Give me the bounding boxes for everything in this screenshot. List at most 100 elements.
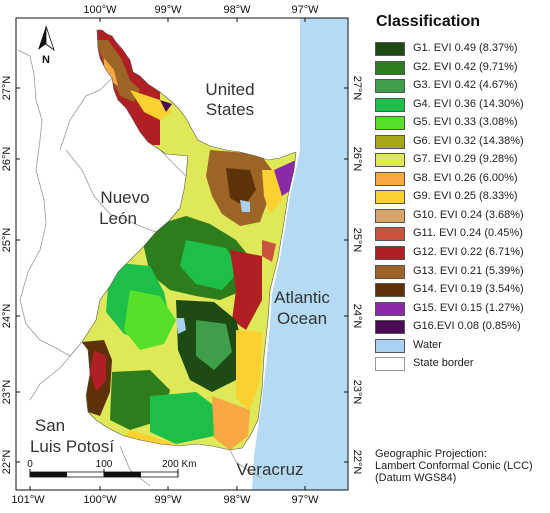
legend-item: G16.EVI 0.08 (0.85%)	[375, 317, 550, 336]
projection-line: Lambert Conformal Conic (LCC)	[375, 460, 533, 472]
label-united-states: States	[206, 100, 254, 119]
map-svg: 100°W 99°W 98°W 97°W 101°W 100°W 99°W 98…	[1, 4, 363, 506]
projection-line: Geographic Projection:	[375, 448, 487, 460]
state-borders	[17, 49, 263, 487]
lat-label-left: 26°N	[1, 147, 13, 172]
legend-swatch	[375, 190, 405, 205]
legend-swatch	[375, 208, 405, 223]
label-san-luis-potosi: Luis Potosí	[30, 437, 114, 456]
lat-label-left: 23°N	[1, 380, 13, 405]
label-united-states: United	[205, 80, 254, 99]
legend-label: G13. EVI 0.21 (5.39%)	[413, 264, 524, 277]
legend-swatch	[375, 134, 405, 149]
legend-label: G14. EVI 0.19 (3.54%)	[413, 283, 524, 296]
north-arrow-icon: N	[38, 25, 55, 66]
lat-label-left: 25°N	[1, 228, 13, 253]
map-frame	[15, 17, 349, 491]
legend-label: G2. EVI 0.42 (9.71%)	[413, 60, 518, 73]
tamaulipas-outline	[81, 29, 297, 451]
lon-label-bottom: 100°W	[83, 494, 117, 506]
lat-label-right: 22°N	[351, 450, 363, 475]
lat-label-left: 22°N	[1, 450, 13, 475]
legend-swatch	[375, 60, 405, 75]
legend-label: G11. EVI 0.24 (0.45%)	[413, 227, 523, 240]
map-panel: 100°W 99°W 98°W 97°W 101°W 100°W 99°W 98…	[1, 4, 363, 506]
legend: Classification G1. EVI 0.49 (8.37%) G2. E…	[372, 0, 550, 508]
legend-swatch	[375, 79, 405, 94]
legend-swatch	[375, 264, 405, 279]
legend-swatch	[375, 116, 405, 131]
lat-label-right: 23°N	[351, 380, 363, 405]
legend-swatch	[375, 357, 405, 372]
legend-label: G15. EVI 0.15 (1.27%)	[413, 301, 524, 314]
legend-item: Water	[375, 336, 550, 355]
projection-line: (Datum WGS84)	[375, 472, 457, 484]
lat-label-right: 26°N	[351, 147, 363, 172]
legend-item: G6. EVI 0.32 (14.38%)	[375, 132, 550, 151]
scale-label: 100	[96, 459, 113, 470]
lat-label-right: 27°N	[351, 76, 363, 101]
legend-swatch	[375, 338, 405, 353]
projection-note: Geographic Projection: Lambert Conformal…	[375, 448, 550, 484]
legend-label: G7. EVI 0.29 (9.28%)	[413, 153, 518, 166]
legend-item: G12. EVI 0.22 (6.71%)	[375, 243, 550, 262]
legend-title: Classification	[376, 13, 481, 30]
lon-label-bottom: 99°W	[154, 494, 182, 506]
lat-label-left: 24°N	[1, 304, 13, 329]
lat-label-right: 24°N	[351, 304, 363, 329]
legend-list: G1. EVI 0.49 (8.37%) G2. EVI 0.42 (9.71%)…	[375, 39, 550, 373]
lat-label-right: 25°N	[351, 228, 363, 253]
legend-label: G9. EVI 0.25 (8.33%)	[413, 190, 518, 203]
north-arrow-label: N	[42, 54, 50, 66]
legend-item: State border	[375, 354, 550, 373]
legend-swatch	[375, 301, 405, 316]
legend-swatch	[375, 283, 405, 298]
label-nuevo-leon: Nuevo	[100, 188, 149, 207]
label-atlantic-ocean: Ocean	[277, 309, 327, 328]
legend-item: G3. EVI 0.42 (4.67%)	[375, 76, 550, 95]
legend-item: G5. EVI 0.33 (3.08%)	[375, 113, 550, 132]
legend-label: G3. EVI 0.42 (4.67%)	[413, 79, 518, 92]
label-atlantic-ocean: Atlantic	[274, 288, 330, 307]
legend-item: G14. EVI 0.19 (3.54%)	[375, 280, 550, 299]
legend-swatch	[375, 97, 405, 112]
legend-swatch	[375, 153, 405, 168]
legend-swatch	[375, 42, 405, 56]
label-veracruz: Veracruz	[236, 460, 303, 479]
lat-label-left: 27°N	[1, 76, 13, 101]
scale-label: 200 Km	[162, 459, 196, 470]
legend-label: G12. EVI 0.22 (6.71%)	[413, 246, 524, 259]
legend-label: G6. EVI 0.32 (14.38%)	[413, 134, 524, 147]
legend-swatch	[375, 227, 405, 242]
ocean-area	[252, 18, 348, 490]
legend-swatch	[375, 171, 405, 186]
legend-item: G9. EVI 0.25 (8.33%)	[375, 187, 550, 206]
legend-label: G4. EVI 0.36 (14.30%)	[413, 97, 524, 110]
lon-label-bottom: 98°W	[223, 494, 251, 506]
legend-label: G8. EVI 0.26 (6.00%)	[413, 171, 518, 184]
legend-label: G16.EVI 0.08 (0.85%)	[413, 320, 521, 333]
scale-label: 0	[27, 459, 33, 470]
legend-item: G8. EVI 0.26 (6.00%)	[375, 169, 550, 188]
legend-item: G13. EVI 0.21 (5.39%)	[375, 262, 550, 281]
lon-label-top: 99°W	[154, 4, 182, 16]
label-nuevo-leon: León	[99, 209, 137, 228]
graticule-ticks	[16, 18, 348, 490]
legend-item: G10. EVI 0.24 (3.68%)	[375, 206, 550, 225]
legend-item: G1. EVI 0.49 (8.37%)	[375, 39, 550, 58]
legend-swatch	[375, 320, 405, 335]
legend-item: G4. EVI 0.36 (14.30%)	[375, 95, 550, 114]
lon-label-top: 97°W	[291, 4, 319, 16]
legend-label: Water	[413, 338, 442, 351]
legend-label: G1. EVI 0.49 (8.37%)	[413, 42, 518, 54]
legend-label: State border	[413, 357, 474, 370]
legend-item: G7. EVI 0.29 (9.28%)	[375, 150, 550, 169]
legend-item: G11. EVI 0.24 (0.45%)	[375, 224, 550, 243]
lon-label-bottom: 101°W	[11, 494, 45, 506]
legend-swatch	[375, 246, 405, 261]
legend-label: G5. EVI 0.33 (3.08%)	[413, 116, 518, 129]
lon-label-top: 100°W	[83, 4, 117, 16]
lon-label-bottom: 97°W	[291, 494, 319, 506]
label-san-luis-potosi: San	[35, 416, 65, 435]
legend-item: G2. EVI 0.42 (9.71%)	[375, 58, 550, 77]
